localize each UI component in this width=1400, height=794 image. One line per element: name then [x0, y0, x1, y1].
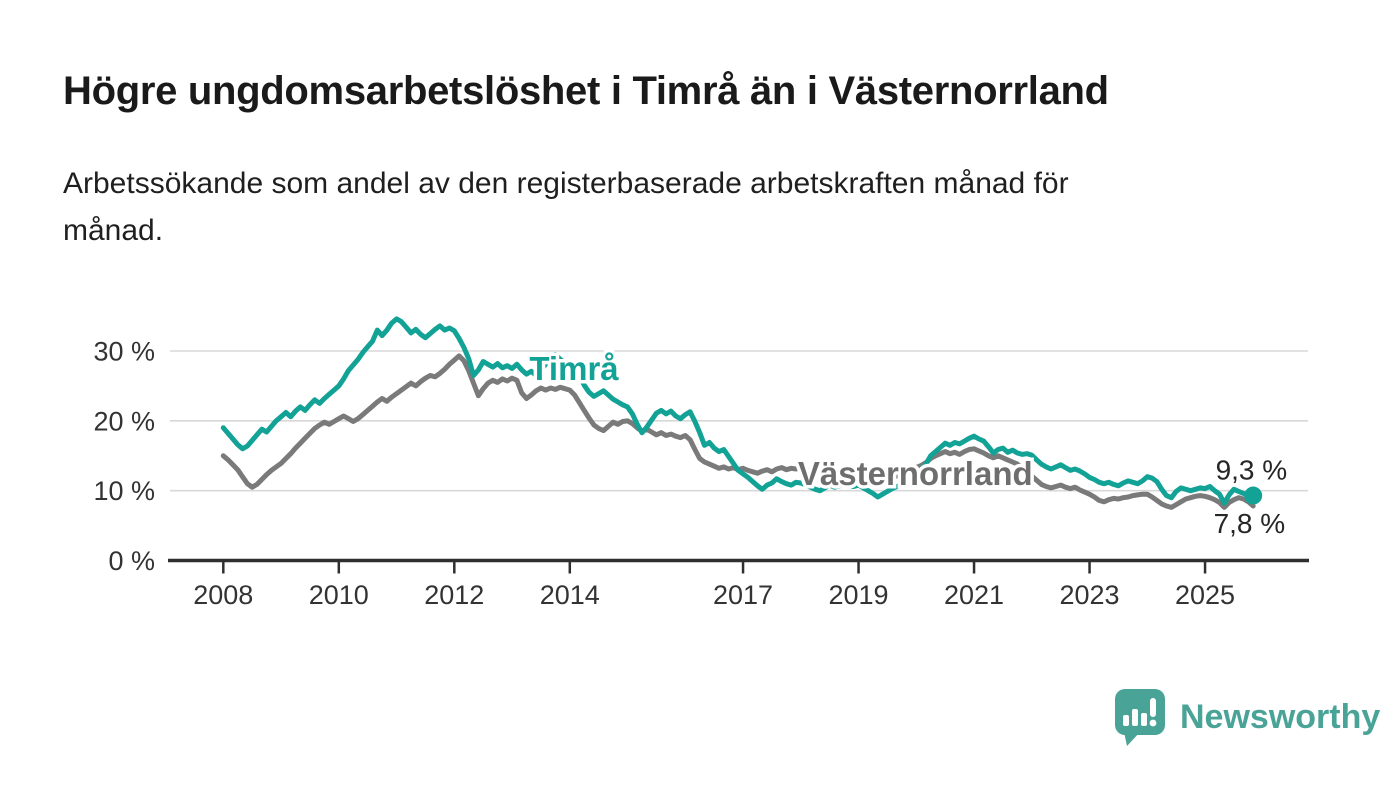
y-tick-label: 10 % [93, 476, 155, 506]
series-end-dot [1244, 486, 1263, 505]
y-axis-labels: 0 % 10 % 20 % 30 % [93, 337, 155, 576]
x-tick-label: 2017 [713, 580, 773, 610]
subtitle-line-2: månad. [63, 214, 164, 247]
x-tick-label: 2014 [540, 580, 600, 610]
series-label-västernorrland: Västernorrland [798, 455, 1033, 492]
gridlines [170, 350, 1308, 492]
x-tick-label: 2021 [944, 580, 1004, 610]
series-end-value-label: 7,8 % [1214, 508, 1286, 539]
page-title: Högre ungdomsarbetslöshet i Timrå än i V… [63, 69, 1109, 113]
x-axis [168, 558, 1309, 574]
bar-chart-speech-bubble-icon [1115, 689, 1165, 746]
y-tick-label: 30 % [93, 337, 155, 367]
x-tick-label: 2019 [829, 580, 889, 610]
x-tick-label: 2025 [1175, 580, 1235, 610]
y-tick-label: 20 % [93, 406, 155, 436]
newsworthy-branding: Newsworthy [1114, 688, 1380, 747]
subtitle-line-1: Arbetssökande som andel av den registerb… [63, 167, 1069, 200]
series-line-timrå [220, 316, 1256, 506]
x-tick-label: 2023 [1060, 580, 1120, 610]
series-label-timrå: Timrå [529, 350, 619, 387]
x-tick-label: 2012 [424, 580, 484, 610]
series-labels: Timrå 9,3 % Västernorrland 7,8 % [526, 347, 1290, 542]
newsworthy-wordmark: Newsworthy [1180, 698, 1381, 736]
series-end-value-label: 9,3 % [1216, 455, 1288, 486]
page-subtitle: Arbetssökande som andel av den registerb… [63, 160, 1069, 254]
x-tick-label: 2010 [309, 580, 369, 610]
x-axis-labels: 2008 2010 2012 2014 2017 2019 2021 2023 2025 [193, 580, 1235, 610]
x-tick-label: 2008 [193, 580, 253, 610]
data-series [220, 316, 1256, 510]
y-tick-label: 0 % [108, 546, 155, 576]
